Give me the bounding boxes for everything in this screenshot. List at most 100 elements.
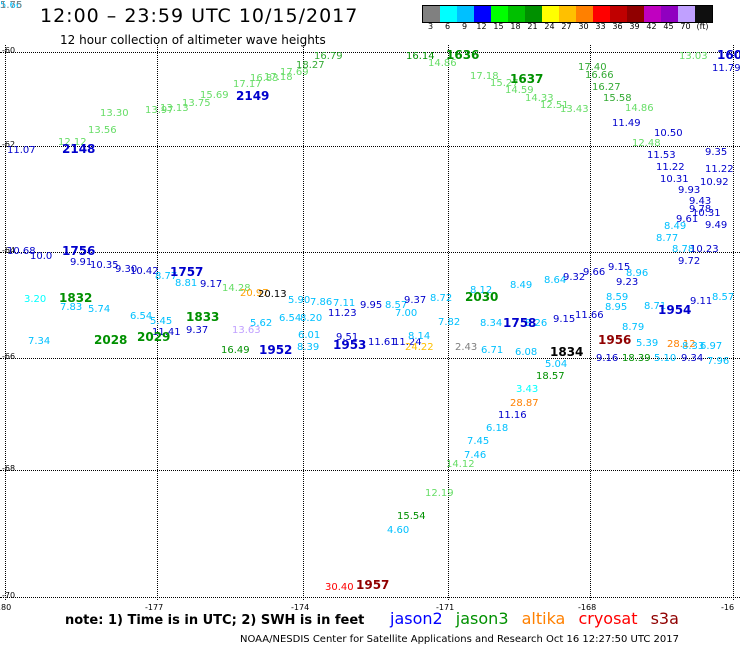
wave-height-value: 13.75 xyxy=(182,98,211,109)
wave-height-value: 18.57 xyxy=(536,371,565,382)
longitude-gridline xyxy=(448,45,449,600)
wave-height-value: 8.57 xyxy=(385,300,408,311)
wave-height-value: 15.54 xyxy=(397,511,426,522)
wave-height-value: 16.49 xyxy=(221,345,250,356)
pass-time-label: 160 xyxy=(717,48,740,62)
color-swatch xyxy=(525,6,542,22)
longitude-gridline xyxy=(733,45,734,600)
color-scale-label: 6 xyxy=(444,22,451,31)
wave-height-value: 12.12 xyxy=(58,137,87,148)
latitude-gridline xyxy=(0,470,740,471)
wave-height-value: 16.83 xyxy=(250,73,279,84)
pass-time-label: 2149 xyxy=(236,89,270,103)
wave-height-value: 17.18 xyxy=(470,71,499,82)
wave-height-value: 5.45 xyxy=(150,316,173,327)
wave-height-value: 10.23 xyxy=(690,244,719,255)
latitude-gridline xyxy=(0,597,740,598)
wave-height-value: 28.87 xyxy=(510,398,539,409)
color-scale-label: 45 xyxy=(663,22,674,31)
wave-height-value: 9.32 xyxy=(563,272,586,283)
wave-height-value: 6.08 xyxy=(515,347,538,358)
wave-height-value: 11.66 xyxy=(575,310,604,321)
wave-height-value: 6.71 xyxy=(481,345,504,356)
wave-height-value: 7.83 xyxy=(60,302,83,313)
note-text: note: 1) Time is in UTC; 2) SWH is in fe… xyxy=(65,613,365,628)
wave-height-value: 10.92 xyxy=(700,177,729,188)
pass-time-label: 1834 xyxy=(550,345,584,359)
wave-height-value: 14.28 xyxy=(222,283,251,294)
pass-time-label: 1954 xyxy=(658,303,692,317)
pass-time-label: 1957 xyxy=(356,578,390,592)
wave-height-value: 18.27 xyxy=(296,60,325,71)
wave-height-value: 3.43 xyxy=(516,384,539,395)
wave-height-value: 10.35 xyxy=(90,260,119,271)
wave-height-value: 17.17 xyxy=(233,79,262,90)
wave-height-value: 15.27 xyxy=(490,78,519,89)
wave-height-value: 9.37 xyxy=(186,325,209,336)
wave-height-value: 9.16 xyxy=(596,353,619,364)
wave-height-value: 11.23 xyxy=(328,308,357,319)
wave-height-value: 9.15 xyxy=(553,314,576,325)
color-swatch xyxy=(491,6,508,22)
wave-height-value: 12.48 xyxy=(632,138,661,149)
wave-height-value: 10.50 xyxy=(654,128,683,139)
wave-height-value: 5.04 xyxy=(545,359,568,370)
color-scale-label: 9 xyxy=(461,22,468,31)
wave-height-value: 14.59 xyxy=(505,85,534,96)
latitude-gridline xyxy=(0,52,740,53)
color-swatch xyxy=(627,6,644,22)
page-subtitle: 12 hour collection of altimeter wave hei… xyxy=(60,33,326,47)
color-swatch xyxy=(695,6,712,22)
wave-height-value: 6.18 xyxy=(486,423,509,434)
wave-height-value: 9.37 xyxy=(404,295,427,306)
credit-text: NOAA/NESDIS Center for Satellite Applica… xyxy=(240,634,679,645)
wave-height-value: 3.20 xyxy=(24,294,47,305)
longitude-label: -180 xyxy=(0,603,12,612)
wave-height-value: 30.40 xyxy=(325,582,354,593)
wave-height-value: 5.66 xyxy=(0,0,23,11)
wave-height-value: 5.10 xyxy=(654,353,677,364)
wave-height-value: 2.43 xyxy=(455,342,478,353)
latitude-gridline xyxy=(0,252,740,253)
color-scale-label: 36 xyxy=(612,22,623,31)
pass-time-label: 2148 xyxy=(62,142,96,156)
wave-height-value: 12.51 xyxy=(540,100,569,111)
wave-height-value: 11.22 xyxy=(705,164,734,175)
page-title: 12:00 – 23:59 UTC 10/15/2017 xyxy=(40,5,359,27)
latitude-label: -68 xyxy=(2,464,16,473)
wave-height-value: 10.42 xyxy=(130,266,159,277)
wave-height-value: 9.43 xyxy=(689,196,712,207)
wave-height-value: 7.96 xyxy=(707,356,730,367)
wave-height-value: 6.01 xyxy=(298,330,321,341)
wave-height-value: 6.54 xyxy=(279,313,302,324)
color-scale-label: 3 xyxy=(427,22,434,31)
wave-height-value: 7.46 xyxy=(464,450,487,461)
longitude-gridline xyxy=(590,45,591,600)
wave-height-value: 9.11 xyxy=(690,296,713,307)
legend-altika: altika xyxy=(521,609,566,628)
legend-s3a: s3a xyxy=(650,609,679,628)
wave-height-value: 8.12 xyxy=(470,285,493,296)
color-swatch xyxy=(678,6,695,22)
wave-height-value: 8.81 xyxy=(175,278,198,289)
wave-height-value: 8.26 xyxy=(525,318,548,329)
color-scale-label: 30 xyxy=(578,22,589,31)
pass-time-label: 1956 xyxy=(598,333,632,347)
wave-height-value: 8.14 xyxy=(408,331,431,342)
color-scale-bar xyxy=(422,5,713,23)
longitude-gridline xyxy=(157,45,158,600)
wave-height-value: 8.95 xyxy=(605,302,628,313)
color-scale-label: 33 xyxy=(595,22,606,31)
wave-height-value: 13.63 xyxy=(232,325,261,336)
wave-height-value: 9.95 xyxy=(360,300,383,311)
longitude-label: -168 xyxy=(578,603,597,612)
wave-height-value: 8.77 xyxy=(656,233,679,244)
color-swatch xyxy=(610,6,627,22)
wave-height-value: 13.13 xyxy=(160,103,189,114)
legend-jason3: jason3 xyxy=(455,609,509,628)
wave-height-value: 20.97 xyxy=(240,288,269,299)
wave-height-value: 9.72 xyxy=(678,256,701,267)
pass-time-label: 1833 xyxy=(186,310,220,324)
wave-height-value: 11.22 xyxy=(656,162,685,173)
